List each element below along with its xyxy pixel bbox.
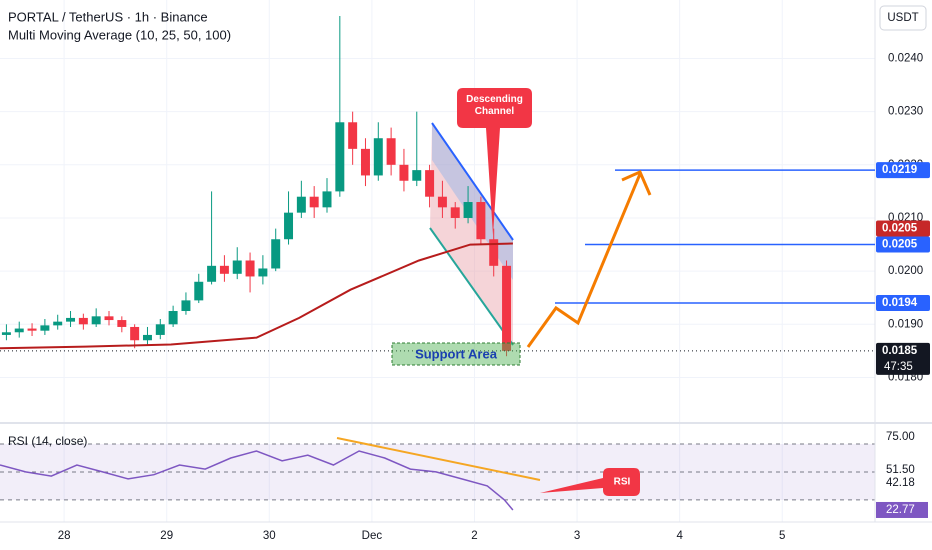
x-tick-label: 29 — [160, 530, 173, 542]
candle-body — [412, 170, 422, 181]
candle-body — [117, 320, 127, 327]
price-label-badge — [876, 220, 930, 237]
y-tick-label: 0.0200 — [888, 265, 923, 277]
rsi-tick-label: 22.77 — [886, 504, 915, 516]
rsi-line — [0, 450, 514, 511]
x-tick-label: 5 — [779, 530, 785, 542]
channel-callout-text: Descending Channel — [466, 94, 523, 117]
price-label-badge — [876, 162, 930, 179]
candle-body — [168, 311, 178, 325]
chart-subtitle: Multi Moving Average (10, 25, 50, 100) — [8, 27, 231, 42]
candle-body — [399, 164, 409, 181]
candle-body — [14, 328, 24, 333]
rsi-tick-label: 42.18 — [886, 477, 915, 489]
candle-body — [360, 148, 370, 176]
candle-body — [142, 334, 152, 341]
rsi-callout — [540, 468, 640, 496]
candle-body — [40, 325, 50, 331]
rsi-callout-text: RSI — [614, 477, 631, 488]
candle-body — [194, 281, 204, 301]
currency: USDT — [887, 12, 918, 24]
x-tick-label: 30 — [263, 530, 276, 542]
price-label: 0.0185 — [882, 345, 918, 357]
price-label: 0.0205 — [882, 223, 918, 235]
candle-body — [386, 138, 396, 165]
price-label: 0.0194 — [882, 297, 918, 309]
candle-body — [245, 260, 255, 277]
candle-body — [78, 317, 88, 325]
candle-body — [476, 202, 486, 240]
price-label: 0.0205 — [882, 239, 918, 251]
candle-body — [232, 260, 242, 274]
x-tick-label: 28 — [58, 530, 71, 542]
candle-body — [271, 239, 281, 269]
rsi-value-badge — [876, 501, 928, 518]
candle-body — [348, 122, 358, 149]
grid — [0, 0, 875, 522]
channel-upper — [431, 122, 514, 241]
candle-body — [53, 321, 63, 326]
moving-average — [0, 242, 513, 350]
y-tick-label: 0.0240 — [888, 53, 923, 65]
price-label: 0.0219 — [882, 164, 917, 176]
candle-body — [219, 265, 229, 274]
candle-body — [91, 316, 101, 325]
candle-body — [463, 202, 473, 218]
projection-arrow — [526, 173, 642, 348]
candle-body — [489, 239, 499, 266]
chart-title: PORTAL / TetherUS · 1h · Binance — [8, 9, 208, 24]
price-label-badge — [876, 342, 930, 375]
candle-body — [66, 317, 76, 322]
rsi-pane — [0, 443, 875, 511]
channel-callout-box: Descending Channel — [466, 94, 523, 117]
support-box — [391, 342, 521, 366]
support-label: Support Area — [415, 346, 498, 361]
candle-body — [450, 207, 460, 218]
axes: 0.01800.01900.02000.02100.02200.02300.02… — [58, 53, 930, 542]
x-tick-label: 2 — [471, 530, 477, 542]
candle-body — [155, 324, 165, 335]
rsi-tick-label: 75.00 — [886, 431, 915, 443]
x-tick-label: 4 — [676, 530, 683, 542]
candle-body — [27, 328, 37, 331]
candle-body — [258, 268, 268, 277]
candle-body — [296, 196, 306, 213]
price-label-badge — [876, 295, 930, 312]
candle-body — [425, 170, 435, 197]
rsi-trendline — [336, 437, 541, 481]
price-label-badge — [876, 236, 930, 253]
candle-body — [322, 191, 332, 208]
rsi-tick-label: 51.50 — [886, 464, 915, 476]
candle-body — [207, 265, 217, 282]
candle-body — [181, 300, 191, 312]
x-tick-label: 3 — [574, 530, 580, 542]
x-tick-label: Dec — [362, 530, 383, 542]
candle-body — [284, 212, 294, 240]
candle-body — [502, 265, 512, 351]
rsi-title: RSI (14, close) — [8, 434, 87, 448]
channel-fill — [430, 123, 513, 345]
countdown: 47:35 — [884, 361, 913, 373]
currency-badge[interactable] — [879, 5, 927, 31]
y-tick-label: 0.0190 — [888, 318, 923, 330]
candles — [0, 15, 875, 357]
candle-body — [130, 326, 140, 341]
channel-lower — [429, 227, 514, 346]
y-tick-label: 0.0230 — [888, 106, 923, 118]
candle-body — [335, 122, 345, 192]
candle-body — [1, 332, 11, 335]
channel-callout — [457, 88, 532, 235]
candle-body — [437, 196, 447, 208]
candle-body — [373, 138, 383, 176]
candle-body — [104, 316, 114, 321]
arrow-head — [621, 170, 652, 196]
candle-body — [309, 196, 319, 208]
